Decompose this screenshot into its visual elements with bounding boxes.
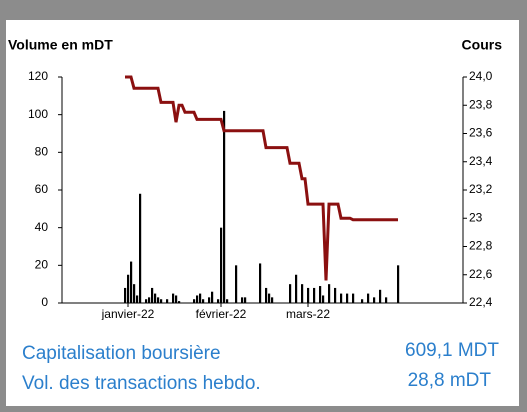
volume-bar — [130, 261, 133, 303]
volume-bar — [136, 295, 139, 303]
volume-bar — [295, 274, 298, 303]
chart: Volume en mDT Cours 0 20 40 60 80 100 120 22,4 2… — [8, 37, 503, 320]
stat-value: 28,8 mDT — [407, 370, 491, 391]
y2-tick-label: 23 — [469, 210, 483, 224]
volume-bar — [301, 284, 304, 303]
price-line — [125, 75, 398, 281]
volume-bar — [307, 287, 310, 303]
y-tick-label: 40 — [35, 220, 49, 234]
volume-bar — [244, 297, 247, 303]
volume-bar — [379, 289, 382, 303]
y-tick-label: 60 — [35, 182, 49, 196]
volume-bar — [313, 287, 316, 303]
y2-tick-label: 24,0 — [469, 69, 493, 83]
y2-tick-label: 23,8 — [469, 97, 493, 111]
stat-label: Capitalisation boursière — [22, 343, 221, 364]
volume-bar — [220, 227, 223, 303]
volume-bar — [196, 295, 199, 303]
volume-bar — [175, 295, 178, 303]
volume-bar — [334, 287, 337, 303]
volume-bar — [157, 297, 160, 303]
volume-bar — [226, 299, 229, 303]
volume-bar — [148, 297, 151, 303]
volume-bar — [172, 293, 175, 303]
volume-bar — [328, 284, 331, 303]
volume-bar — [385, 297, 388, 303]
volume-bar — [271, 297, 274, 303]
volume-bar — [193, 299, 196, 303]
volume-bar — [259, 263, 262, 303]
volume-bar — [367, 293, 370, 303]
card: Volume en mDT Cours 0 20 40 60 80 100 120 22,4 2… — [6, 20, 519, 406]
y-tick-label: 0 — [41, 295, 48, 309]
volume-bar — [322, 295, 325, 303]
volume-bar — [151, 287, 154, 303]
volume-bar — [373, 297, 376, 303]
x-tick-label: janvier-22 — [101, 307, 155, 320]
y2-tick-label: 23,4 — [469, 154, 493, 168]
y2-tick-label: 22,8 — [469, 239, 493, 253]
volume-bar — [223, 110, 226, 304]
volume-bar — [139, 193, 142, 303]
volume-bar — [199, 293, 202, 303]
volume-bar — [217, 299, 220, 303]
x-tick-label: février-22 — [196, 307, 247, 320]
volume-bar — [211, 291, 214, 303]
y-tick-label: 20 — [35, 258, 49, 272]
y2-axis-label: Cours — [462, 37, 503, 53]
volume-bar — [166, 299, 169, 303]
volume-bar — [241, 297, 244, 303]
x-tick-label: mars-22 — [286, 307, 330, 320]
y2-tick-label: 23,6 — [469, 126, 493, 140]
y-tick-label: 80 — [35, 145, 49, 159]
volume-bar — [319, 286, 322, 303]
volume-bar — [154, 293, 157, 303]
volume-bar — [124, 287, 127, 303]
volume-bar — [178, 301, 181, 303]
y2-tick-label: 22,6 — [469, 267, 493, 281]
volume-bar — [202, 299, 205, 303]
volume-bar — [208, 297, 211, 303]
y-tick-label: 120 — [28, 69, 48, 83]
volume-bar — [361, 299, 364, 303]
volume-bar — [133, 284, 136, 303]
stat-label: Vol. des transactions hebdo. — [22, 373, 261, 394]
y-tick-label: 100 — [28, 107, 48, 121]
volume-bar — [145, 299, 148, 303]
volume-bar — [160, 299, 163, 303]
volume-bar — [235, 265, 238, 303]
volume-bar — [265, 287, 268, 303]
y2-tick-label: 23,2 — [469, 182, 493, 196]
volume-bar — [346, 293, 349, 303]
volume-bar — [340, 293, 343, 303]
volume-bar — [289, 284, 292, 303]
y2-tick-label: 22,4 — [469, 295, 493, 309]
y-axis-label: Volume en mDT — [8, 37, 113, 53]
volume-bar — [397, 265, 400, 303]
volume-bar — [127, 274, 130, 303]
stat-value: 609,1 MDT — [405, 340, 499, 361]
volume-bar — [268, 293, 271, 303]
volume-bar — [352, 293, 355, 303]
